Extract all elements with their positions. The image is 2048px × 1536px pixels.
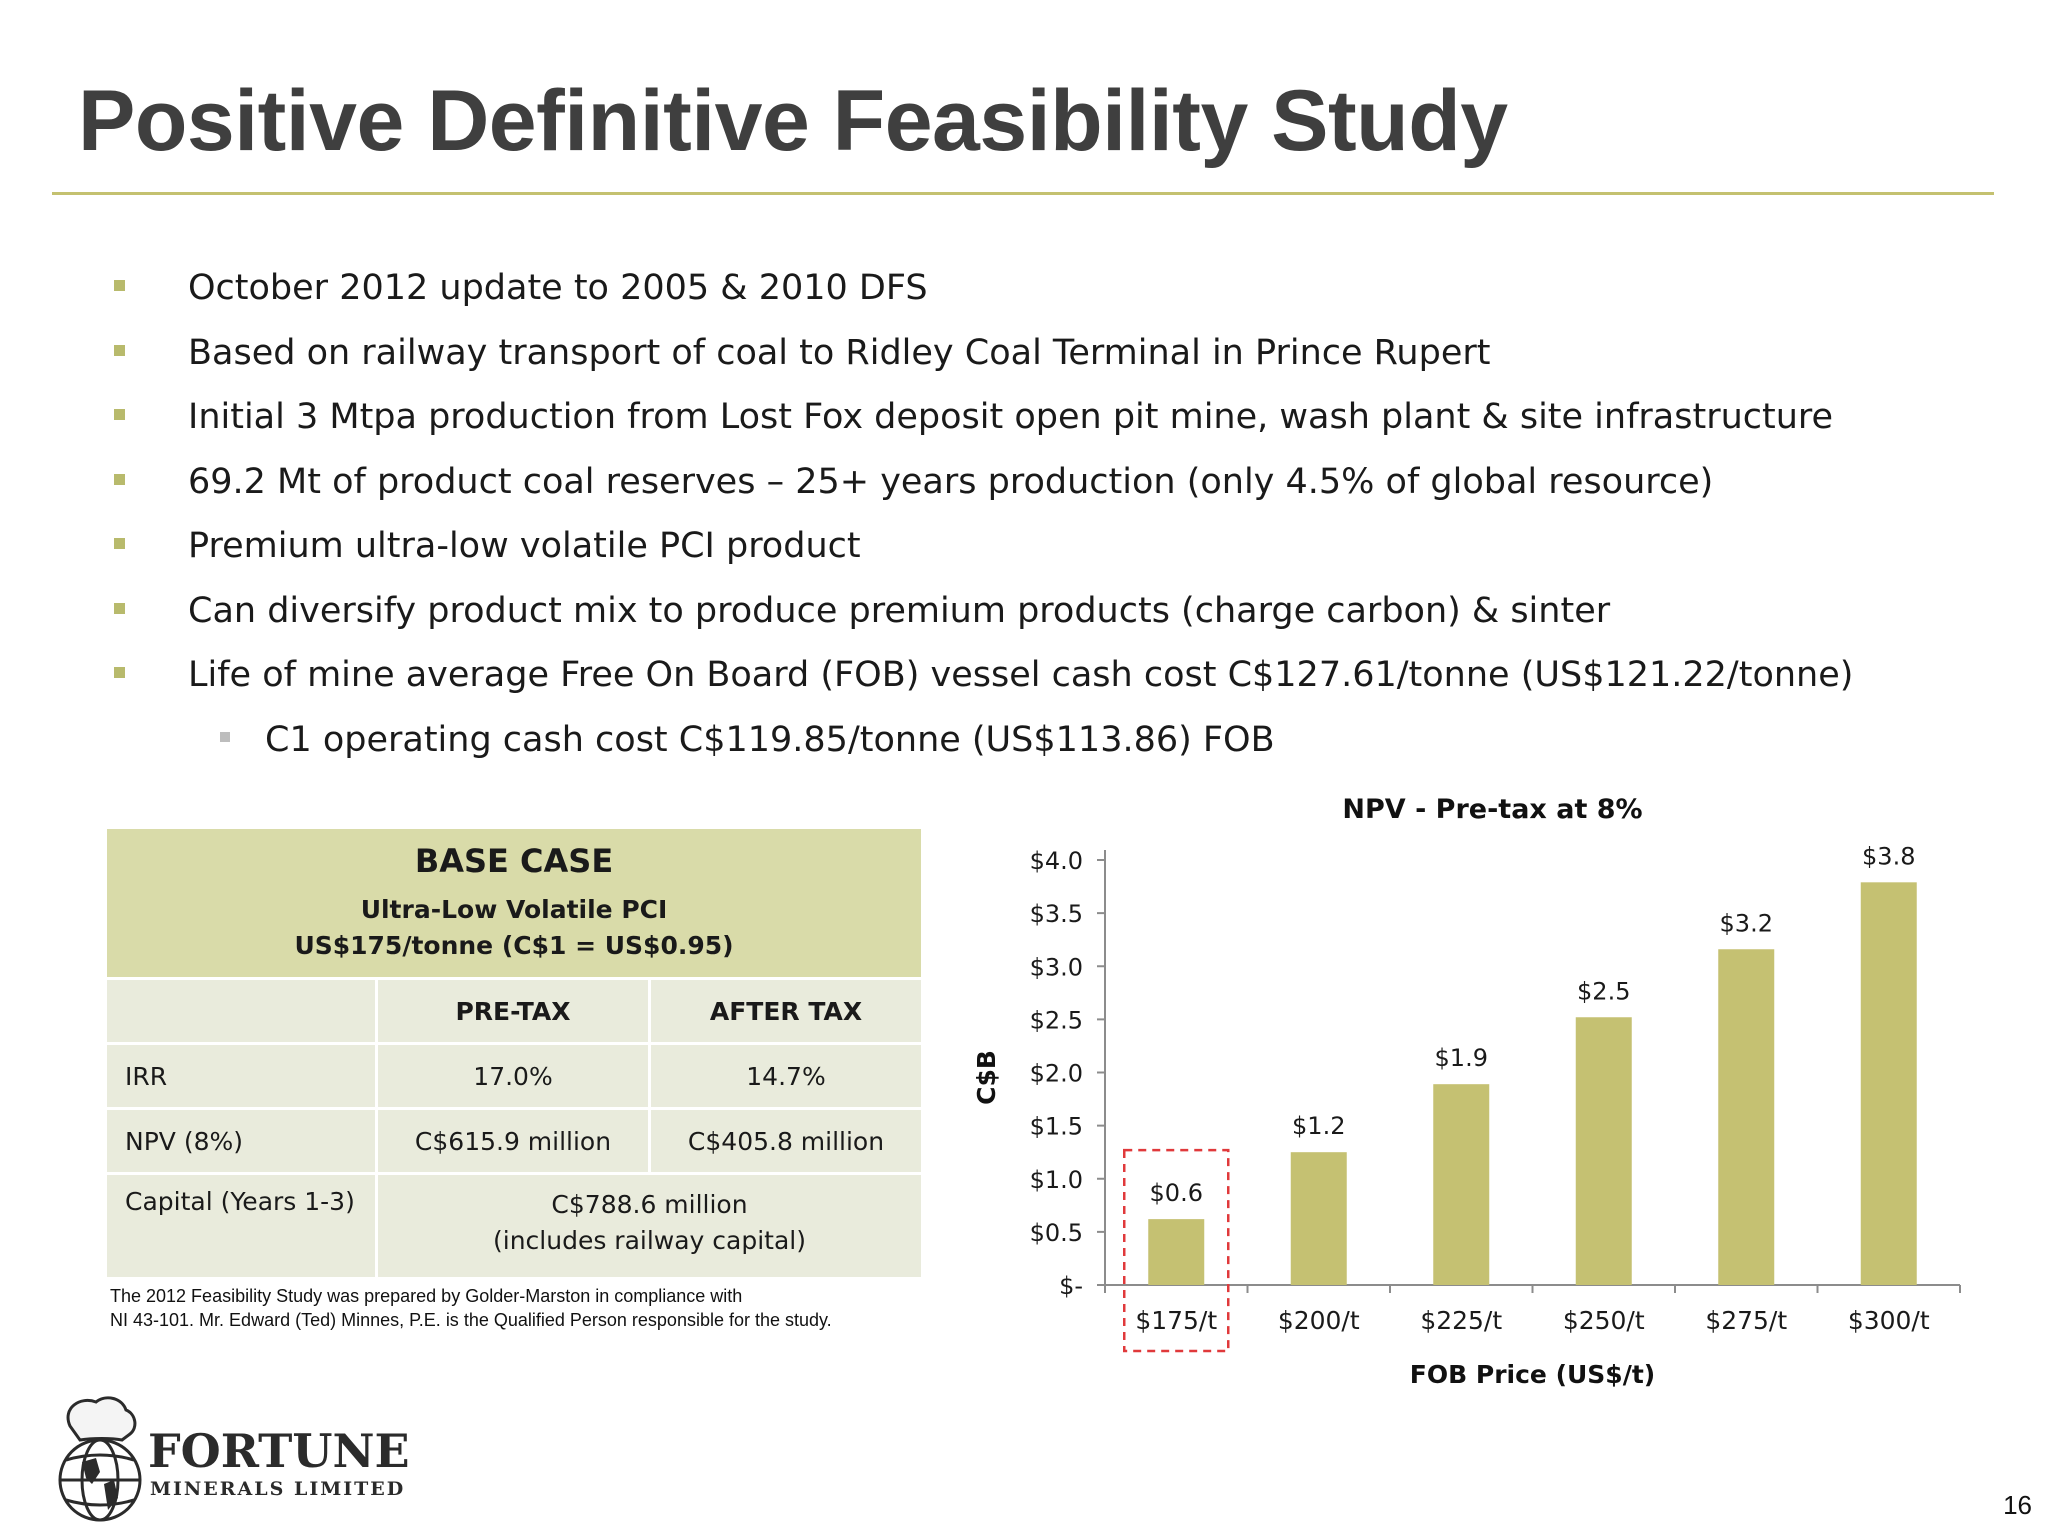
bar-data-label: $1.9 bbox=[1435, 1044, 1488, 1072]
chart-bar bbox=[1575, 1017, 1632, 1285]
bar-data-label: $2.5 bbox=[1577, 977, 1630, 1005]
x-axis-title: FOB Price (US$/t) bbox=[1410, 1360, 1655, 1389]
y-tick-label: $2.5 bbox=[1030, 1006, 1083, 1034]
table-row: NPV (8%) C$615.9 million C$405.8 million bbox=[103, 1107, 924, 1175]
bullet-marker bbox=[114, 602, 125, 614]
y-tick-label: $2.0 bbox=[1030, 1060, 1083, 1088]
bullet-text: Based on railway transport of coal to Ri… bbox=[188, 332, 1491, 373]
footnote-line: NI 43-101. Mr. Edward (Ted) Minnes, P.E.… bbox=[110, 1310, 832, 1330]
bar-data-label: $0.6 bbox=[1150, 1179, 1203, 1207]
sub-bullet-item: C1 operating cash cost C$119.85/tonne (U… bbox=[110, 714, 1990, 779]
bullet-text: Can diversify product mix to produce pre… bbox=[188, 590, 1611, 631]
x-tick-label: $200/t bbox=[1278, 1306, 1360, 1335]
bullet-text: Life of mine average Free On Board (FOB)… bbox=[188, 655, 1854, 695]
bullet-marker bbox=[114, 538, 125, 549]
bullet-item: 69.2 Mt of product coal reserves – 25+ y… bbox=[110, 456, 1990, 521]
table-header-row: BASE CASE Ultra-Low Volatile PCI US$175/… bbox=[104, 826, 924, 980]
table-row: Capital (Years 1-3) C$788.6 million (inc… bbox=[103, 1172, 924, 1280]
table-cell: C$615.9 million bbox=[375, 1107, 651, 1175]
bullet-item: Based on railway transport of coal to Ri… bbox=[110, 327, 1990, 392]
chart-bar bbox=[1718, 949, 1775, 1285]
chart-bar bbox=[1148, 1219, 1205, 1285]
x-tick-label: $250/t bbox=[1563, 1306, 1645, 1335]
bullet-marker bbox=[114, 280, 125, 291]
page-number: 16 bbox=[2003, 1490, 2032, 1520]
footnote-line: The 2012 Feasibility Study was prepared … bbox=[110, 1286, 743, 1306]
npv-bar-chart: NPV - Pre-tax at 8% $- $0.5 $1.0 $1.5 $2.0 $2.… bbox=[972, 794, 1961, 1389]
capital-note: (includes railway capital) bbox=[493, 1226, 807, 1255]
y-tick-label: $1.0 bbox=[1030, 1166, 1083, 1194]
bullet-text: 69.2 Mt of product coal reserves – 25+ y… bbox=[188, 461, 1714, 502]
sub-bullet-marker bbox=[220, 731, 230, 742]
column-header-aftertax: AFTER TAX bbox=[648, 977, 924, 1045]
chart-bar bbox=[1433, 1084, 1490, 1285]
y-axis-title: C$B bbox=[972, 1050, 1001, 1105]
table-cell: 14.7% bbox=[648, 1042, 924, 1110]
y-tick-label: $0.5 bbox=[1030, 1219, 1083, 1247]
bullet-item: Premium ultra-low volatile PCI product bbox=[110, 520, 1990, 585]
bar-data-label: $3.2 bbox=[1720, 909, 1773, 937]
row-label: NPV (8%) bbox=[103, 1107, 379, 1175]
bullet-marker bbox=[114, 473, 125, 485]
table-cell-merged: C$788.6 million (includes railway capita… bbox=[375, 1172, 924, 1280]
y-tick-label: $3.0 bbox=[1030, 953, 1083, 981]
highlight-box bbox=[1123, 1148, 1230, 1353]
bullet-marker bbox=[114, 667, 125, 678]
y-tick-label: $- bbox=[1059, 1272, 1083, 1300]
logo-name: FORTUNE bbox=[148, 1424, 410, 1478]
chart-title: NPV - Pre-tax at 8% bbox=[1342, 794, 1642, 825]
bullet-item: October 2012 update to 2005 & 2010 DFS bbox=[110, 262, 1990, 327]
y-tick-label: $3.5 bbox=[1030, 900, 1083, 928]
row-label: IRR bbox=[103, 1042, 379, 1110]
table-column-header-row: PRE-TAX AFTER TAX bbox=[103, 977, 924, 1045]
table-corner-cell bbox=[103, 977, 379, 1045]
table-cell: 17.0% bbox=[375, 1042, 651, 1110]
bullet-marker bbox=[114, 409, 125, 420]
bar-data-label: $1.2 bbox=[1292, 1112, 1345, 1140]
table-header-cell: BASE CASE Ultra-Low Volatile PCI US$175/… bbox=[104, 826, 924, 980]
footnote: The 2012 Feasibility Study was prepared … bbox=[110, 1284, 950, 1332]
globe-logo-icon bbox=[58, 1396, 142, 1522]
bullet-item: Initial 3 Mtpa production from Lost Fox … bbox=[110, 391, 1990, 456]
bullet-text: October 2012 update to 2005 & 2010 DFS bbox=[188, 268, 928, 308]
table-subheading: Ultra-Low Volatile PCI bbox=[360, 895, 668, 924]
x-tick-label: $175/t bbox=[1135, 1306, 1217, 1335]
bullet-item: Can diversify product mix to produce pre… bbox=[110, 585, 1990, 650]
bullet-text: Premium ultra-low volatile PCI product bbox=[188, 526, 861, 566]
logo-subname: MINERALS LIMITED bbox=[150, 1478, 406, 1500]
x-tick-label: $300/t bbox=[1848, 1306, 1930, 1335]
slide-title: Positive Definitive Feasibility Study bbox=[78, 73, 1508, 169]
table-cell: C$405.8 million bbox=[648, 1107, 924, 1175]
base-case-table: BASE CASE Ultra-Low Volatile PCI US$175/… bbox=[103, 826, 924, 1280]
x-tick-label: $225/t bbox=[1420, 1306, 1502, 1335]
row-label: Capital (Years 1-3) bbox=[103, 1172, 379, 1280]
table-heading: BASE CASE bbox=[414, 842, 614, 880]
table-row: IRR 17.0% 14.7% bbox=[103, 1042, 924, 1110]
table-subheading: US$175/tonne (C$1 = US$0.95) bbox=[294, 931, 734, 960]
bullet-marker bbox=[114, 344, 125, 356]
bullet-item: Life of mine average Free On Board (FOB)… bbox=[110, 649, 1990, 714]
title-divider bbox=[52, 192, 1994, 195]
x-tick-label: $275/t bbox=[1705, 1306, 1787, 1335]
y-tick-label: $1.5 bbox=[1030, 1113, 1083, 1141]
sub-bullet-text: C1 operating cash cost C$119.85/tonne (U… bbox=[265, 719, 1275, 760]
column-header-pretax: PRE-TAX bbox=[375, 977, 651, 1045]
chart-bar bbox=[1290, 1152, 1347, 1285]
capital-value: C$788.6 million bbox=[551, 1190, 748, 1219]
y-tick-label: $4.0 bbox=[1030, 847, 1083, 875]
bullet-list: October 2012 update to 2005 & 2010 DFS B… bbox=[110, 262, 1990, 778]
bar-data-label: $3.8 bbox=[1862, 842, 1915, 870]
chart-bar bbox=[1860, 882, 1917, 1285]
bullet-text: Initial 3 Mtpa production from Lost Fox … bbox=[188, 397, 1834, 437]
